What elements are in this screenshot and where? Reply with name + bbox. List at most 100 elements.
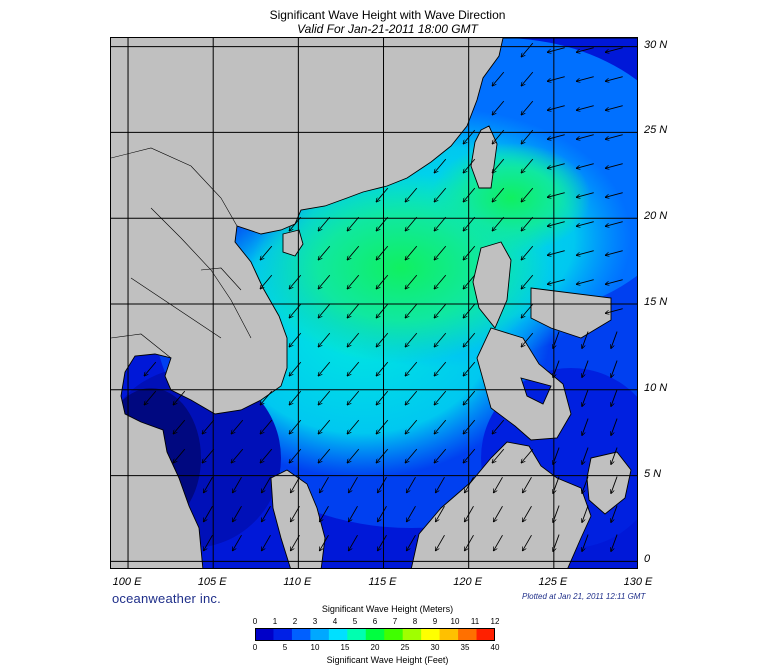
lon-label: 130 E: [623, 576, 653, 588]
wave-arrow: [231, 448, 244, 463]
wave-arrow: [582, 360, 589, 378]
wave-arrow: [376, 390, 389, 405]
wave-arrow: [347, 216, 360, 231]
landmass: [586, 451, 632, 515]
lon-label: 100 E: [112, 576, 142, 588]
wave-arrow: [521, 274, 534, 289]
wave-arrow: [492, 100, 505, 115]
wave-arrow: [611, 331, 618, 349]
colorbar-swatch: [347, 628, 367, 641]
wave-arrow: [492, 187, 505, 202]
wave-arrow: [291, 476, 300, 493]
wave-arrow: [521, 158, 534, 173]
border-line: [111, 147, 238, 227]
wave-arrow: [202, 419, 215, 434]
wave-arrow: [553, 505, 560, 523]
wave-arrow: [434, 361, 447, 376]
wave-arrow: [260, 245, 273, 260]
wave-arrow: [291, 505, 300, 522]
wave-arrow: [233, 534, 242, 551]
wave-arrow: [434, 419, 447, 434]
colorbar-tick-meters: 10: [450, 617, 460, 626]
wave-arrow: [611, 360, 618, 378]
wave-arrow: [492, 448, 505, 463]
wave-arrow: [463, 129, 476, 144]
wave-arrow: [347, 448, 360, 463]
colorbar-tick-meters: 1: [272, 617, 278, 626]
wave-arrow: [289, 361, 302, 376]
wave-arrow: [547, 105, 565, 111]
wave-arrow: [405, 274, 418, 289]
wave-arrow: [378, 505, 387, 522]
wave-arrow: [405, 332, 418, 347]
wave-arrow: [611, 476, 618, 494]
colorbar-title-feet: Significant Wave Height (Feet): [326, 655, 449, 665]
border-line: [150, 207, 252, 339]
wave-arrow: [407, 505, 416, 522]
wave-arrow: [173, 448, 186, 463]
wave-arrow: [553, 360, 560, 378]
wave-arrow: [262, 476, 271, 493]
colorbar-tick-meters: 8: [412, 617, 418, 626]
chart-subtitle: Valid For Jan-21-2011 18:00 GMT: [297, 22, 478, 36]
wave-arrow: [260, 448, 273, 463]
chart-title: Significant Wave Height with Wave Direct…: [269, 8, 506, 22]
border-line: [200, 267, 242, 291]
wave-arrow: [494, 534, 503, 551]
wave-arrow: [463, 158, 476, 173]
wave-arrow: [611, 418, 618, 436]
wave-arrow: [547, 163, 565, 169]
colorbar-swatch: [310, 628, 330, 641]
wave-arrow: [523, 505, 532, 522]
border-line: [111, 333, 172, 359]
lon-label: 110 E: [283, 576, 312, 588]
wave-height-map: [110, 37, 638, 569]
wave-arrow: [521, 303, 534, 318]
wave-arrow: [521, 245, 534, 260]
colorbar-swatch: [458, 628, 478, 641]
wave-arrow: [289, 419, 302, 434]
lat-lon-grid: [111, 38, 637, 568]
wave-arrow: [605, 105, 623, 111]
wave-arrow: [521, 332, 534, 347]
wave-arrow: [463, 274, 476, 289]
wave-arrow: [376, 419, 389, 434]
wave-arrow: [233, 505, 242, 522]
wave-arrow: [347, 245, 360, 260]
wave-arrow: [521, 71, 534, 86]
colorbar-swatch: [365, 628, 385, 641]
wave-arrow: [582, 505, 589, 523]
wave-arrow: [521, 129, 534, 144]
wave-direction-arrows: [144, 42, 623, 551]
colorbar-tick-meters: 11: [470, 617, 480, 626]
wave-arrow: [291, 534, 300, 551]
wave-arrow: [349, 505, 358, 522]
wave-arrow: [547, 76, 565, 82]
wave-arrow: [405, 361, 418, 376]
lat-label: 15 N: [644, 296, 668, 308]
wave-arrow: [376, 303, 389, 318]
wave-arrow: [347, 274, 360, 289]
wave-arrow: [434, 158, 447, 173]
lon-label: 115 E: [368, 576, 397, 588]
colorbar-swatch: [402, 628, 422, 641]
colorbar-swatch: [291, 628, 311, 641]
wave-arrow: [576, 47, 594, 53]
wave-arrow: [204, 476, 213, 493]
lon-label: 120 E: [453, 576, 483, 588]
wave-arrow: [582, 418, 589, 436]
wave-arrow: [547, 221, 565, 227]
wave-arrow: [547, 47, 565, 53]
wave-arrow: [434, 245, 447, 260]
wave-arrow: [463, 187, 476, 202]
wave-arrow: [553, 476, 560, 494]
wave-arrow: [582, 476, 589, 494]
wave-arrow: [463, 303, 476, 318]
colorbar-tick-meters: 2: [292, 617, 298, 626]
lat-label: 30 N: [644, 38, 668, 51]
wave-arrow: [521, 187, 534, 202]
wave-arrow: [260, 419, 273, 434]
colorbar-tick-feet: 40: [490, 643, 500, 652]
wave-arrow: [576, 250, 594, 256]
wave-arrow: [173, 390, 186, 405]
